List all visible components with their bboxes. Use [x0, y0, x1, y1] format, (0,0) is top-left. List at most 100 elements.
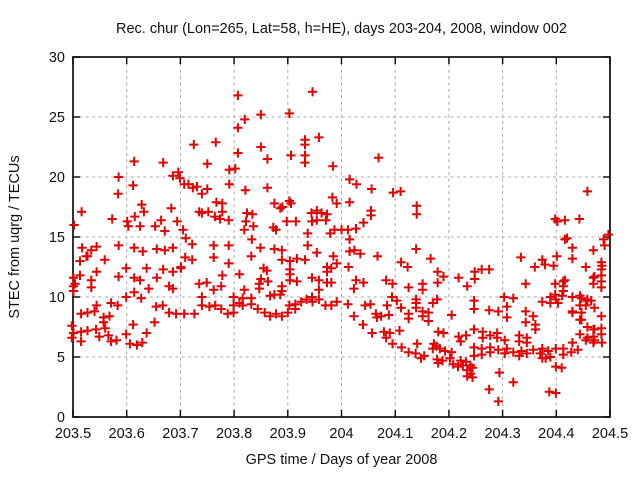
data-point-marker [166, 203, 176, 213]
data-point-marker [438, 272, 449, 282]
data-point-marker [262, 183, 272, 193]
data-point-marker [385, 328, 395, 338]
data-point-marker [144, 284, 154, 294]
data-point-marker [217, 270, 227, 280]
data-point-marker [168, 284, 178, 294]
data-point-marker [75, 256, 85, 266]
data-point-marker [204, 302, 214, 312]
data-point-marker [516, 346, 526, 356]
data-point-marker [469, 342, 479, 352]
data-point-marker [314, 285, 324, 295]
data-point-marker [550, 290, 560, 300]
data-point-marker [160, 226, 170, 236]
data-point-marker [550, 279, 560, 289]
y-tick-label: 0 [57, 410, 65, 426]
data-point-marker [403, 262, 413, 272]
data-point-marker [351, 224, 361, 234]
data-point-marker [321, 215, 331, 225]
data-point-marker [445, 353, 455, 363]
data-point-marker [103, 330, 113, 340]
data-point-marker [160, 245, 170, 255]
data-point-marker [230, 164, 240, 174]
data-point-marker [477, 350, 487, 360]
data-point-marker [76, 309, 86, 319]
data-point-marker [158, 264, 168, 274]
data-point-marker [530, 324, 540, 334]
data-point-marker [229, 292, 239, 302]
data-point-marker [286, 198, 296, 208]
data-point-marker [209, 252, 219, 262]
data-point-marker [282, 216, 292, 226]
data-point-marker [558, 350, 568, 360]
data-point-marker [589, 324, 599, 334]
data-point-marker [500, 348, 510, 358]
data-point-marker [484, 305, 494, 315]
data-point-marker [173, 167, 183, 177]
data-point-marker [241, 216, 251, 226]
data-point-marker [171, 309, 181, 319]
plot-border [72, 56, 611, 418]
data-point-marker [224, 215, 234, 225]
data-point-marker [106, 298, 116, 308]
y-tick-label: 25 [49, 110, 65, 126]
data-point-marker [493, 306, 503, 316]
data-point-marker [423, 308, 434, 318]
data-point-marker [379, 327, 389, 337]
data-point-marker [567, 243, 577, 253]
data-point-marker [396, 303, 406, 313]
data-point-marker [290, 304, 300, 314]
data-point-marker [574, 214, 584, 224]
data-point-marker [197, 208, 207, 218]
data-point-marker [582, 333, 592, 343]
data-point-marker [238, 300, 248, 310]
data-point-marker [345, 234, 355, 244]
data-point-marker [567, 292, 577, 302]
data-point-marker [263, 276, 273, 286]
data-points [67, 87, 613, 406]
data-point-marker [469, 351, 479, 361]
data-point-marker [247, 209, 257, 219]
data-point-marker [581, 262, 591, 272]
x-tick-label: 203.8 [216, 426, 252, 442]
plot-title: Rec. chur (Lon=265, Lat=58, h=HE), days … [116, 21, 567, 37]
data-point-marker [454, 332, 464, 342]
data-point-marker [203, 207, 213, 217]
data-point-marker [99, 317, 109, 327]
data-point-marker [560, 275, 570, 285]
data-point-marker [528, 311, 538, 321]
data-point-marker [111, 335, 122, 345]
data-point-marker [285, 275, 295, 285]
x-tick-label: 203.9 [270, 426, 306, 442]
data-point-marker [358, 320, 368, 330]
data-point-marker [113, 300, 123, 310]
data-point-marker [239, 225, 249, 235]
data-point-marker [575, 315, 585, 325]
data-point-marker [269, 198, 279, 208]
data-point-marker [469, 304, 479, 314]
data-point-marker [68, 286, 79, 296]
data-point-marker [433, 327, 443, 337]
y-tick-label: 5 [57, 350, 65, 366]
data-point-marker [233, 148, 243, 158]
x-tick-label: 204.5 [592, 426, 628, 442]
data-point-marker [387, 292, 397, 302]
data-point-marker [178, 225, 188, 235]
data-point-marker [180, 252, 190, 262]
data-point-marker [75, 270, 85, 280]
data-point-marker [129, 243, 139, 253]
data-point-marker [138, 246, 148, 256]
data-point-marker [255, 243, 265, 253]
data-point-marker [528, 345, 538, 355]
y-tick-labels: 0 5 10 15 20 25 30 [49, 50, 65, 426]
data-point-marker [596, 329, 606, 339]
data-point-marker [275, 203, 285, 213]
data-point-marker [224, 179, 234, 189]
data-point-marker [508, 377, 518, 387]
data-point-marker [209, 285, 219, 295]
data-point-marker [254, 284, 264, 294]
data-point-marker [76, 336, 86, 346]
data-point-marker [187, 255, 197, 265]
data-point-marker [387, 339, 398, 349]
data-point-marker [404, 347, 414, 357]
